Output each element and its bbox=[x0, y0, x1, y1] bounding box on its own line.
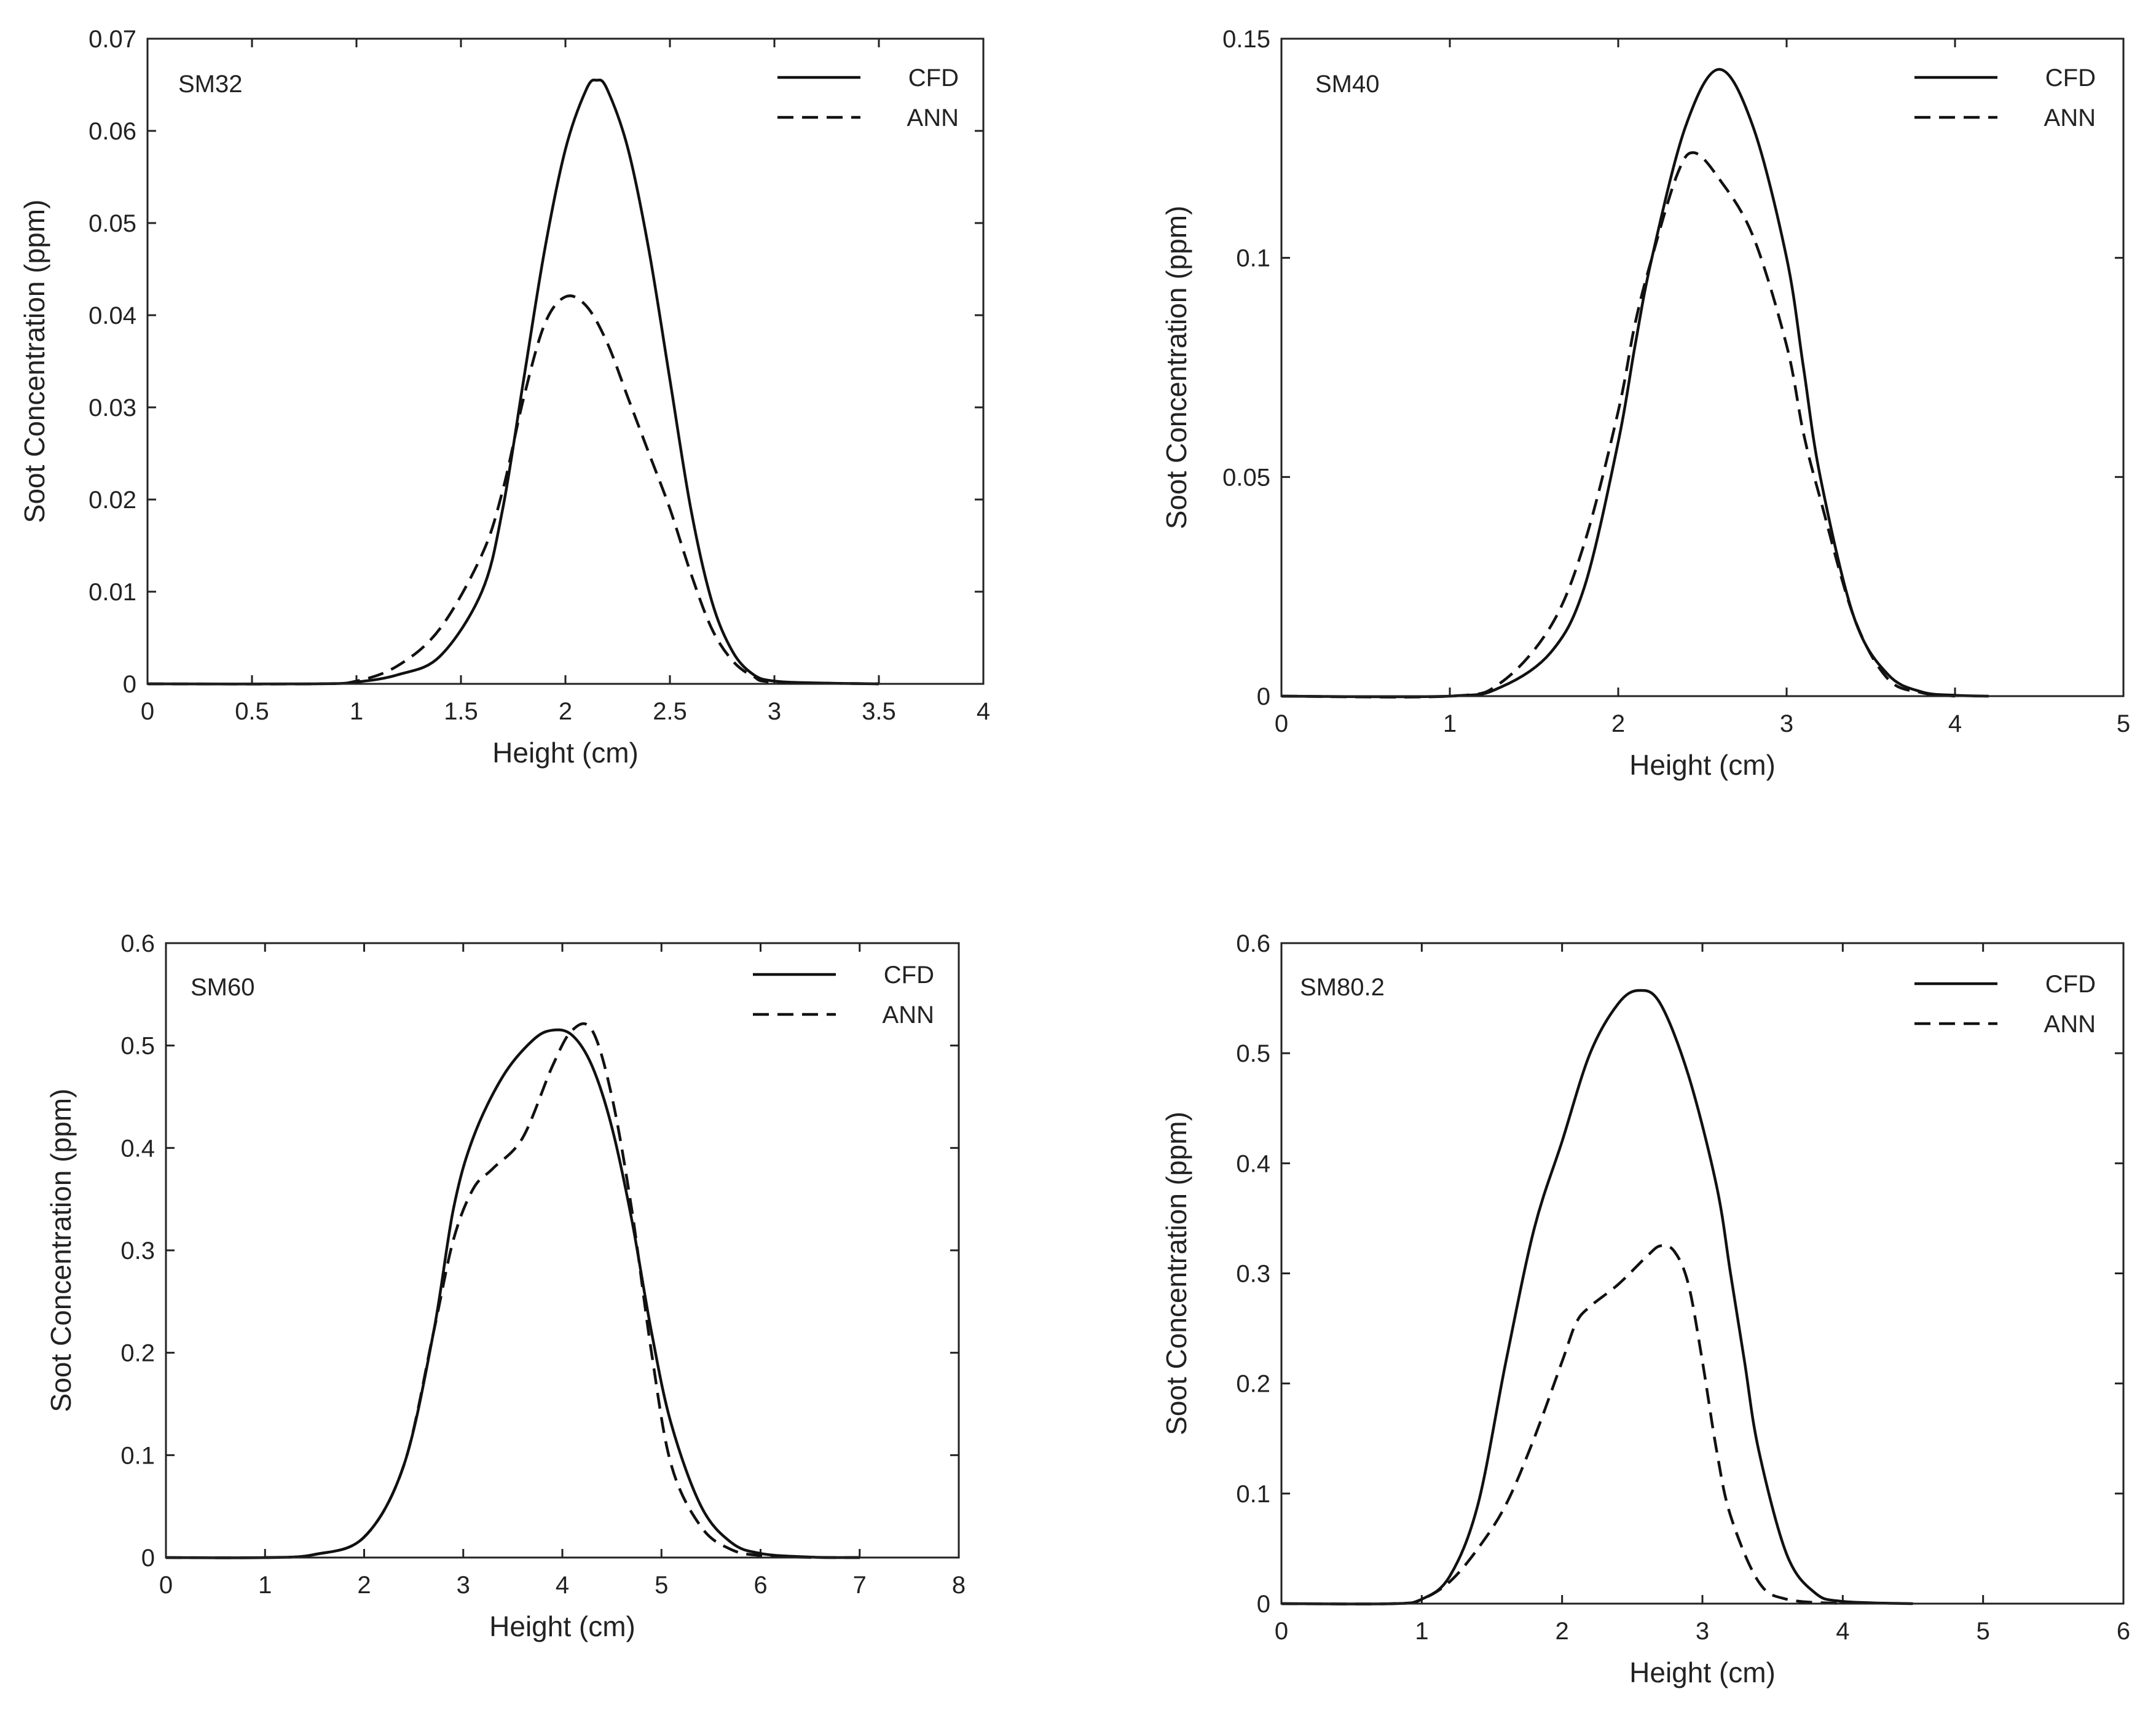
chart-panel-sm80-2: 0 1 2 3 4 5 6 0 0.1 0.2 0.3 0.4 0.5 0.6 Height (cm) Soo… bbox=[1160, 930, 2130, 1688]
y-tick-label: 0.1 bbox=[1236, 1481, 1270, 1508]
y-tick-label: 0.5 bbox=[1236, 1040, 1270, 1067]
x-tick-label: 1 bbox=[1415, 1618, 1428, 1645]
x-tick-label: 7 bbox=[853, 1572, 867, 1599]
x-axis-title: Height (cm) bbox=[489, 1610, 635, 1642]
x-tick-label: 1 bbox=[258, 1572, 272, 1599]
x-tick-label: 4 bbox=[556, 1572, 569, 1599]
x-tick-label: 3.5 bbox=[862, 698, 896, 725]
y-tick-label: 0.4 bbox=[1236, 1150, 1270, 1177]
legend-label-cfd: CFD bbox=[2045, 65, 2096, 92]
y-tick-label: 0.1 bbox=[120, 1442, 155, 1469]
x-tick-label: 0 bbox=[1275, 710, 1288, 737]
y-tick-label: 0.03 bbox=[89, 394, 136, 421]
x-tick-label: 1 bbox=[350, 698, 363, 725]
y-tick-label: 0.3 bbox=[120, 1237, 155, 1264]
y-tick-label: 0.01 bbox=[89, 579, 136, 606]
x-axis-title: Height (cm) bbox=[1629, 1656, 1776, 1688]
y-tick-label: 0.5 bbox=[120, 1033, 155, 1060]
plot-frame bbox=[1280, 37, 2125, 697]
x-tick-label: 1.5 bbox=[444, 698, 478, 725]
series-line-ann bbox=[165, 1022, 860, 1559]
y-axis-title: Soot Concentration (ppm) bbox=[1160, 206, 1192, 530]
x-tick-label: 5 bbox=[1977, 1618, 1990, 1645]
x-tick-label: 2.5 bbox=[653, 698, 687, 725]
x-tick-label: 3 bbox=[1696, 1618, 1709, 1645]
plot-frame bbox=[165, 942, 960, 1559]
series-line-cfd bbox=[147, 78, 879, 686]
x-axis-title: Height (cm) bbox=[492, 737, 639, 769]
y-tick-label: 0 bbox=[1257, 1591, 1270, 1618]
x-tick-label: 4 bbox=[1836, 1618, 1849, 1645]
x-tick-label: 2 bbox=[1611, 710, 1625, 737]
y-axis-title: Soot Concentration (ppm) bbox=[45, 1089, 77, 1413]
x-tick-label: 1 bbox=[1443, 710, 1457, 737]
x-tick-label: 8 bbox=[952, 1572, 966, 1599]
y-axis-title: Soot Concentration (ppm) bbox=[18, 200, 50, 523]
chart-panel-sm40: 0 1 2 3 4 5 0 0.05 0.1 0.15 Height (cm) Soot Concen… bbox=[1160, 26, 2130, 781]
y-tick-label: 0.2 bbox=[1236, 1371, 1270, 1398]
x-tick-label: 0 bbox=[141, 698, 154, 725]
y-tick-label: 0.05 bbox=[89, 210, 136, 237]
x-axis-title: Height (cm) bbox=[1629, 749, 1776, 781]
legend-label-cfd: CFD bbox=[908, 65, 959, 92]
y-tick-label: 0.1 bbox=[1236, 245, 1270, 272]
x-tick-label: 0 bbox=[1275, 1618, 1288, 1645]
legend-label-ann: ANN bbox=[2044, 104, 2096, 131]
x-tick-label: 5 bbox=[2117, 710, 2130, 737]
y-axis-title: Soot Concentration (ppm) bbox=[1160, 1111, 1192, 1435]
y-tick-label: 0.6 bbox=[120, 930, 155, 957]
x-tick-label: 3 bbox=[457, 1572, 470, 1599]
y-tick-label: 0 bbox=[1257, 683, 1270, 710]
x-tick-label: 4 bbox=[1948, 710, 1962, 737]
x-tick-label: 3 bbox=[1780, 710, 1793, 737]
plot-frame bbox=[1280, 942, 2125, 1605]
x-tick-label: 0.5 bbox=[235, 698, 269, 725]
y-tick-label: 0.2 bbox=[120, 1340, 155, 1367]
y-tick-label: 0.07 bbox=[89, 26, 136, 53]
chart-panel-sm60: 0 1 2 3 4 5 6 7 8 0 0.1 0.2 0.3 0.4 0.5 0.6 Height (cm) S… bbox=[45, 930, 966, 1642]
series-line-cfd bbox=[1281, 68, 1989, 699]
y-tick-label: 0 bbox=[123, 671, 136, 698]
legend-label-ann: ANN bbox=[2044, 1011, 2096, 1038]
legend-label-ann: ANN bbox=[907, 104, 959, 131]
series-line-ann bbox=[1281, 151, 1956, 699]
x-tick-label: 2 bbox=[1556, 1618, 1569, 1645]
y-tick-label: 0.6 bbox=[1236, 930, 1270, 957]
y-tick-label: 0.4 bbox=[120, 1135, 155, 1162]
y-tick-label: 0.02 bbox=[89, 487, 136, 514]
y-tick-label: 0 bbox=[141, 1545, 155, 1572]
series-line-cfd bbox=[1281, 989, 1913, 1605]
y-tick-label: 0.15 bbox=[1222, 26, 1270, 53]
x-tick-label: 2 bbox=[559, 698, 572, 725]
plot-frame bbox=[146, 37, 985, 685]
x-tick-label: 4 bbox=[977, 698, 990, 725]
y-tick-label: 0.06 bbox=[89, 118, 136, 145]
y-tick-label: 0.04 bbox=[89, 302, 136, 329]
panel-label: SM32 bbox=[178, 71, 243, 98]
legend-label-cfd: CFD bbox=[2045, 971, 2096, 998]
panel-label: SM80.2 bbox=[1300, 974, 1385, 1001]
panel-label: SM60 bbox=[191, 974, 255, 1001]
x-tick-label: 5 bbox=[655, 1572, 668, 1599]
series-line-ann bbox=[1281, 1244, 1843, 1605]
y-tick-label: 0.05 bbox=[1222, 464, 1270, 491]
legend-label-ann: ANN bbox=[883, 1002, 934, 1029]
x-tick-label: 6 bbox=[753, 1572, 767, 1599]
panel-label: SM40 bbox=[1315, 71, 1380, 98]
series-line-ann bbox=[147, 294, 879, 686]
x-tick-label: 3 bbox=[768, 698, 781, 725]
x-tick-label: 0 bbox=[159, 1572, 173, 1599]
x-tick-label: 6 bbox=[2117, 1618, 2130, 1645]
y-tick-label: 0.3 bbox=[1236, 1261, 1270, 1288]
legend-label-cfd: CFD bbox=[884, 962, 934, 989]
x-tick-label: 2 bbox=[357, 1572, 371, 1599]
chart-panel-sm32: 0 0.5 1 1.5 2 2.5 3 3.5 4 0 0.01 0.02 0.03 0.04 0.05 0.… bbox=[18, 26, 990, 769]
